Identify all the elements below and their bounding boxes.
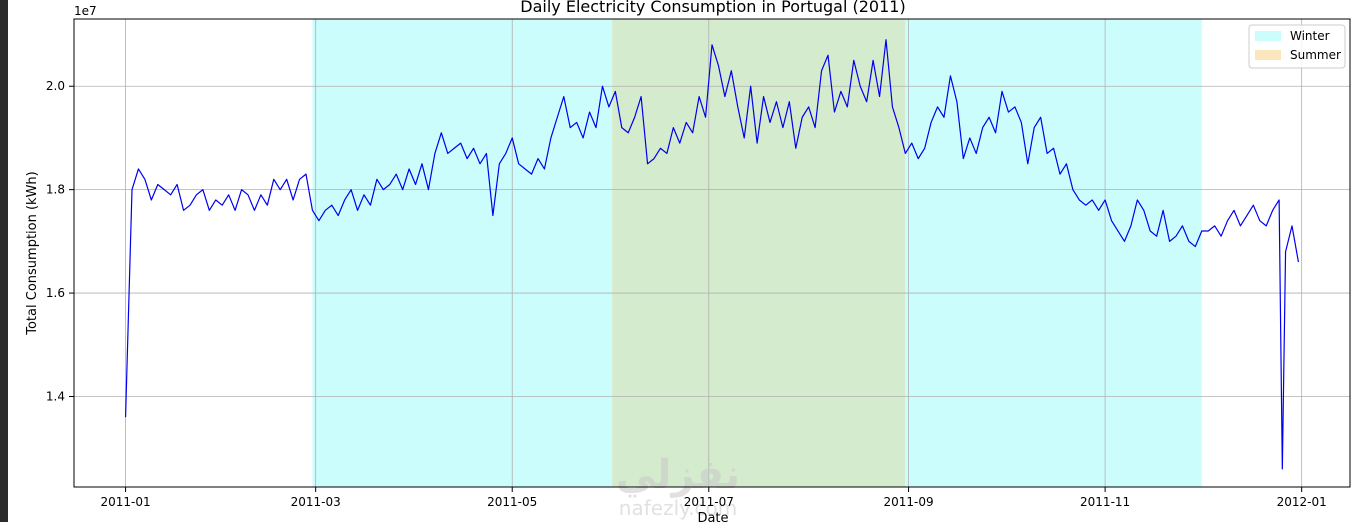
y-offset-label: 1e7 bbox=[74, 4, 97, 18]
y-tick-label: 2.0 bbox=[46, 79, 65, 93]
legend-swatch-summer bbox=[1255, 50, 1281, 60]
grid-lines bbox=[74, 19, 1350, 487]
x-tick-label: 2011-01 bbox=[100, 495, 150, 509]
series-line-1 bbox=[124, 39, 1300, 470]
legend-label-winter: Winter bbox=[1290, 29, 1330, 43]
y-tick-label: 1.6 bbox=[46, 286, 65, 300]
window-edge bbox=[0, 0, 8, 522]
shaded-region-summer-2 bbox=[612, 19, 906, 487]
y-tick-label: 1.4 bbox=[46, 390, 65, 404]
x-tick-label: 2011-09 bbox=[883, 495, 933, 509]
x-tick-label: 2012-01 bbox=[1277, 495, 1327, 509]
shaded-regions bbox=[312, 19, 1202, 487]
x-tick-label: 2011-03 bbox=[291, 495, 341, 509]
y-axis: 1.4 1.6 1.8 2.0 bbox=[46, 79, 74, 404]
y-tick-label: 1.8 bbox=[46, 183, 65, 197]
x-axis: 2011-01 2011-03 2011-05 2011-07 2011-09 2011-… bbox=[100, 487, 1327, 509]
x-tick-label: 2011-07 bbox=[684, 495, 734, 509]
legend-label-summer: Summer bbox=[1290, 48, 1341, 62]
legend: Winter Summer bbox=[1248, 24, 1346, 69]
svg-text:nafezly.com: nafezly.com bbox=[619, 496, 737, 520]
svg-text:نفزلي: نفزلي bbox=[616, 452, 740, 498]
shaded-region-winter-1 bbox=[312, 19, 613, 487]
plot-frame bbox=[73, 18, 1351, 488]
x-axis-label: Date bbox=[697, 511, 728, 522]
y-axis-label: Total Consumption (kWh) bbox=[25, 171, 40, 336]
x-tick-label: 2011-11 bbox=[1080, 495, 1130, 509]
shaded-region-winter-3 bbox=[905, 19, 1202, 487]
legend-swatch-winter bbox=[1255, 31, 1281, 41]
watermark: نفزلي nafezly.com bbox=[616, 452, 740, 520]
chart-title: Daily Electricity Consumption in Portuga… bbox=[520, 0, 905, 16]
x-tick-label: 2011-05 bbox=[487, 495, 537, 509]
series-layer bbox=[124, 39, 1300, 470]
